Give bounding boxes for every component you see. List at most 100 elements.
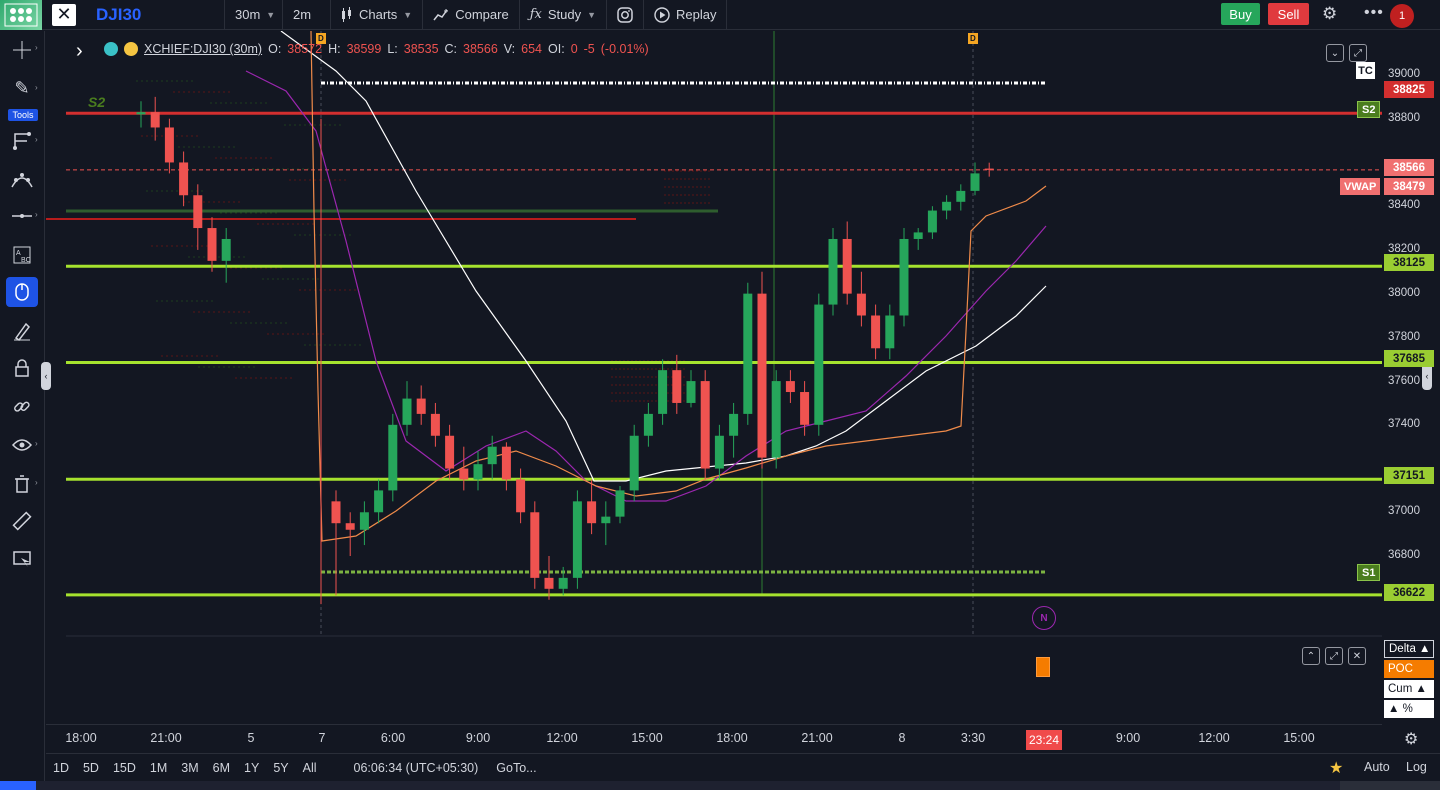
range-1m[interactable]: 1M xyxy=(149,760,168,775)
x-menu-button[interactable]: ✕ xyxy=(52,3,76,26)
chevron-up-icon[interactable]: ⌃ xyxy=(1302,647,1320,665)
log-scale-button[interactable]: Log xyxy=(1406,760,1427,774)
pencil-icon[interactable]: ✎ xyxy=(14,77,30,98)
dividend-marker[interactable]: D xyxy=(316,33,326,44)
range-5y[interactable]: 5Y xyxy=(273,760,289,775)
news-marker[interactable]: N xyxy=(1032,606,1056,630)
legend-open-label: O: xyxy=(268,42,282,56)
screenshot-icon[interactable] xyxy=(6,544,38,574)
price-chart[interactable] xyxy=(46,31,1382,723)
moving-average-white xyxy=(280,31,1047,482)
fork-tool-icon[interactable] xyxy=(6,125,38,155)
candle-body xyxy=(402,398,412,425)
candle xyxy=(700,370,710,480)
study-menu[interactable]: ƒx Study ▼ xyxy=(518,0,606,30)
cum-indicator[interactable]: Cum ▲ xyxy=(1384,680,1434,698)
range-1d[interactable]: 1D xyxy=(53,760,69,775)
trash-icon[interactable] xyxy=(6,469,38,499)
top-toolbar: ✕ DJI30 30m ▼ 2m Charts ▼ Compare ƒx Stu… xyxy=(0,0,1440,30)
charts-menu[interactable]: Charts ▼ xyxy=(330,0,422,30)
mouse-icon[interactable] xyxy=(6,277,38,307)
range-6m[interactable]: 6M xyxy=(212,760,231,775)
candle xyxy=(207,217,217,272)
candle-body xyxy=(942,201,952,211)
instagram-button[interactable] xyxy=(606,0,643,30)
chevron-right-icon[interactable]: › xyxy=(35,43,38,52)
crosshair-icon[interactable] xyxy=(6,35,38,65)
poc-indicator[interactable]: POC xyxy=(1384,660,1434,678)
delta-indicator[interactable]: Delta ▲ xyxy=(1384,640,1434,658)
line-tool-icon[interactable] xyxy=(6,201,38,231)
replay-button[interactable]: Replay xyxy=(643,0,728,30)
refresh-icon[interactable] xyxy=(124,42,138,56)
range-3m[interactable]: 3M xyxy=(181,760,199,775)
chevron-right-icon[interactable]: › xyxy=(35,439,38,448)
candle-body xyxy=(871,315,881,349)
chevron-right-icon[interactable]: › xyxy=(35,83,38,92)
candle xyxy=(501,442,511,491)
candle xyxy=(885,304,895,360)
range-5d[interactable]: 5D xyxy=(82,760,99,775)
candle-body xyxy=(899,238,909,316)
auto-scale-button[interactable]: Auto xyxy=(1364,760,1390,774)
pattern-tool-icon[interactable] xyxy=(6,165,38,195)
interval-label: 30m xyxy=(235,7,261,22)
collapse-left-handle[interactable]: ‹ xyxy=(41,362,51,390)
ruler-icon[interactable] xyxy=(6,506,38,536)
tc-button[interactable]: TC xyxy=(1356,62,1375,79)
candle-body xyxy=(388,424,398,491)
interval-selector[interactable]: 30m ▼ xyxy=(224,0,282,30)
app-logo[interactable] xyxy=(0,0,42,30)
chevron-right-icon[interactable]: › xyxy=(35,135,38,144)
interval-2m-button[interactable]: 2m xyxy=(282,0,330,30)
candle xyxy=(150,96,160,141)
candle-body xyxy=(729,413,739,436)
vwap-tag: VWAP xyxy=(1340,178,1381,195)
chevron-down-icon[interactable]: ⌄ xyxy=(1326,44,1344,62)
symbol-name[interactable]: DJI30 xyxy=(96,4,142,24)
status-segment xyxy=(0,781,36,790)
goto-button[interactable]: GoTo... xyxy=(496,760,537,775)
chevron-right-icon[interactable]: › xyxy=(35,210,38,219)
range-all[interactable]: All xyxy=(302,760,317,775)
time-axis[interactable]: 18:00 21:00 5 7 6:00 9:00 12:00 15:00 18… xyxy=(46,724,1418,752)
candle xyxy=(927,206,937,239)
chevron-right-icon[interactable]: › xyxy=(35,478,38,487)
range-15d[interactable]: 15D xyxy=(112,760,136,775)
chevron-down-icon: ▼ xyxy=(403,9,413,20)
sell-button[interactable]: Sell xyxy=(1268,3,1309,25)
chevron-right-icon[interactable]: › xyxy=(76,40,83,62)
text-tool-icon[interactable]: A BC xyxy=(6,240,38,270)
candle xyxy=(714,424,724,480)
candle-body xyxy=(207,228,217,261)
candle-body xyxy=(700,381,710,469)
legend-title[interactable]: XCHIEF:DJI30 (30m) xyxy=(144,42,263,56)
alert-badge[interactable]: 1 xyxy=(1390,4,1414,28)
candle-body xyxy=(743,293,753,414)
buy-button[interactable]: Buy xyxy=(1221,3,1260,25)
settings-gear-icon[interactable]: ⚙ xyxy=(1322,4,1338,23)
percent-indicator[interactable]: ▲ % xyxy=(1384,700,1434,718)
close-icon[interactable]: ✕ xyxy=(1348,647,1366,665)
clock-display[interactable]: 06:06:34 (UTC+05:30) xyxy=(353,760,479,775)
candle-body xyxy=(913,232,923,239)
star-icon[interactable]: ★ xyxy=(1329,760,1344,777)
more-dots-icon[interactable]: ••• xyxy=(1364,4,1384,21)
collapse-right-handle[interactable]: ‹ xyxy=(1422,362,1432,390)
level-label: 38125 xyxy=(1384,254,1434,271)
chart-settings-gear-icon[interactable]: ⚙ xyxy=(1404,731,1419,748)
eye-icon[interactable] xyxy=(6,430,38,460)
compare-button[interactable]: Compare xyxy=(422,0,518,30)
chart-legend: XCHIEF:DJI30 (30m) O: 38572 H: 38599 L: 385… xyxy=(104,42,649,56)
candle xyxy=(331,490,341,596)
legend-volume: 654 xyxy=(521,42,543,56)
link-icon[interactable] xyxy=(6,392,38,422)
brush-icon[interactable] xyxy=(6,316,38,346)
dividend-marker[interactable]: D xyxy=(968,33,978,44)
lock-icon[interactable] xyxy=(6,353,38,383)
range-1y[interactable]: 1Y xyxy=(244,760,260,775)
expand-icon[interactable]: ⤢ xyxy=(1349,44,1367,62)
candle-body xyxy=(459,468,469,480)
expand-icon[interactable]: ⤢ xyxy=(1325,647,1343,665)
candle-body xyxy=(516,479,526,513)
